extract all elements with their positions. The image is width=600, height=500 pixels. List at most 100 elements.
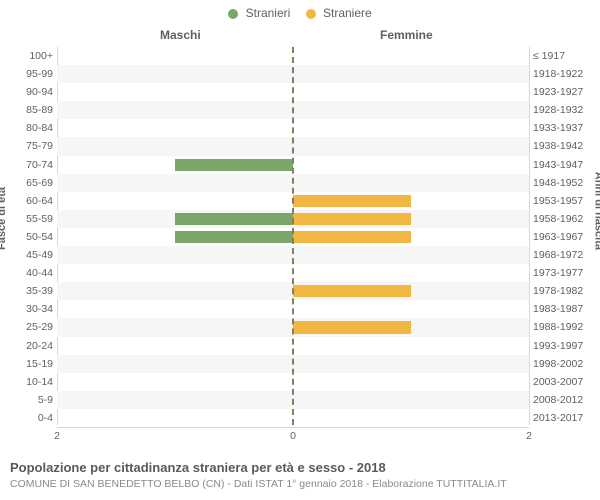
birth-year-label: 1943-1947 <box>533 156 595 174</box>
age-label: 0-4 <box>7 409 53 427</box>
birth-year-label: 1958-1962 <box>533 210 595 228</box>
male-bar <box>175 159 293 171</box>
chart-title: Popolazione per cittadinanza straniera p… <box>10 460 386 475</box>
age-label: 35-39 <box>7 282 53 300</box>
birth-year-label: 1918-1922 <box>533 65 595 83</box>
x-tick-label: 2 <box>54 430 60 442</box>
birth-year-label: ≤ 1917 <box>533 47 595 65</box>
male-half <box>57 264 293 282</box>
age-label: 10-14 <box>7 373 53 391</box>
age-label: 60-64 <box>7 192 53 210</box>
center-line <box>292 47 294 425</box>
chart-subtitle: COMUNE DI SAN BENEDETTO BELBO (CN) - Dat… <box>10 478 507 490</box>
age-label: 100+ <box>7 47 53 65</box>
female-half <box>293 47 529 65</box>
male-half <box>57 83 293 101</box>
age-label: 85-89 <box>7 101 53 119</box>
female-bar <box>293 213 411 225</box>
legend-item-female: Straniere <box>306 6 372 20</box>
x-axis: 2 0 2 <box>57 427 529 446</box>
male-half <box>57 282 293 300</box>
female-half <box>293 119 529 137</box>
female-half <box>293 174 529 192</box>
female-half <box>293 101 529 119</box>
female-half <box>293 65 529 83</box>
male-half <box>57 300 293 318</box>
chart-container: Stranieri Straniere Maschi Femmine Fasce… <box>0 0 600 500</box>
age-label: 40-44 <box>7 264 53 282</box>
female-half <box>293 409 529 427</box>
x-tick-label: 0 <box>290 430 296 442</box>
birth-year-label: 1923-1927 <box>533 83 595 101</box>
age-label: 50-54 <box>7 228 53 246</box>
gridline-v <box>529 47 530 425</box>
male-half <box>57 228 293 246</box>
birth-year-label: 1983-1987 <box>533 300 595 318</box>
age-label: 95-99 <box>7 65 53 83</box>
legend: Stranieri Straniere <box>0 6 600 20</box>
female-half <box>293 355 529 373</box>
female-half <box>293 264 529 282</box>
birth-year-label: 1993-1997 <box>533 337 595 355</box>
male-half <box>57 47 293 65</box>
male-half <box>57 192 293 210</box>
male-bar <box>175 231 293 243</box>
x-tick-label: 2 <box>526 430 532 442</box>
header-maschi: Maschi <box>160 28 201 42</box>
male-half <box>57 174 293 192</box>
age-label: 45-49 <box>7 246 53 264</box>
female-half <box>293 337 529 355</box>
male-half <box>57 246 293 264</box>
legend-label-female: Straniere <box>323 6 372 20</box>
female-half <box>293 282 529 300</box>
male-bar <box>175 213 293 225</box>
age-label: 5-9 <box>7 391 53 409</box>
female-half <box>293 391 529 409</box>
birth-year-label: 1933-1937 <box>533 119 595 137</box>
female-half <box>293 137 529 155</box>
birth-year-label: 1998-2002 <box>533 355 595 373</box>
male-half <box>57 137 293 155</box>
birth-year-label: 1963-1967 <box>533 228 595 246</box>
birth-year-label: 1978-1982 <box>533 282 595 300</box>
female-half <box>293 210 529 228</box>
age-label: 90-94 <box>7 83 53 101</box>
female-half <box>293 318 529 336</box>
birth-year-label: 1928-1932 <box>533 101 595 119</box>
female-bar <box>293 321 411 333</box>
legend-item-male: Stranieri <box>228 6 290 20</box>
age-label: 65-69 <box>7 174 53 192</box>
birth-year-label: 1953-1957 <box>533 192 595 210</box>
legend-swatch-male <box>228 9 238 19</box>
male-half <box>57 373 293 391</box>
male-half <box>57 65 293 83</box>
female-half <box>293 83 529 101</box>
age-label: 70-74 <box>7 156 53 174</box>
female-half <box>293 192 529 210</box>
age-label: 80-84 <box>7 119 53 137</box>
birth-year-label: 1938-1942 <box>533 137 595 155</box>
male-half <box>57 355 293 373</box>
male-half <box>57 409 293 427</box>
male-half <box>57 119 293 137</box>
header-femmine: Femmine <box>380 28 433 42</box>
male-half <box>57 210 293 228</box>
male-half <box>57 101 293 119</box>
female-half <box>293 373 529 391</box>
chart-body: 100+≤ 191795-991918-192290-941923-192785… <box>56 46 530 426</box>
age-label: 30-34 <box>7 300 53 318</box>
birth-year-label: 1973-1977 <box>533 264 595 282</box>
age-label: 75-79 <box>7 137 53 155</box>
age-label: 55-59 <box>7 210 53 228</box>
birth-year-label: 2013-2017 <box>533 409 595 427</box>
female-half <box>293 228 529 246</box>
age-label: 25-29 <box>7 318 53 336</box>
male-half <box>57 391 293 409</box>
birth-year-label: 2008-2012 <box>533 391 595 409</box>
male-half <box>57 318 293 336</box>
legend-swatch-female <box>306 9 316 19</box>
legend-label-male: Stranieri <box>246 6 291 20</box>
female-bar <box>293 231 411 243</box>
female-half <box>293 300 529 318</box>
birth-year-label: 1988-1992 <box>533 318 595 336</box>
